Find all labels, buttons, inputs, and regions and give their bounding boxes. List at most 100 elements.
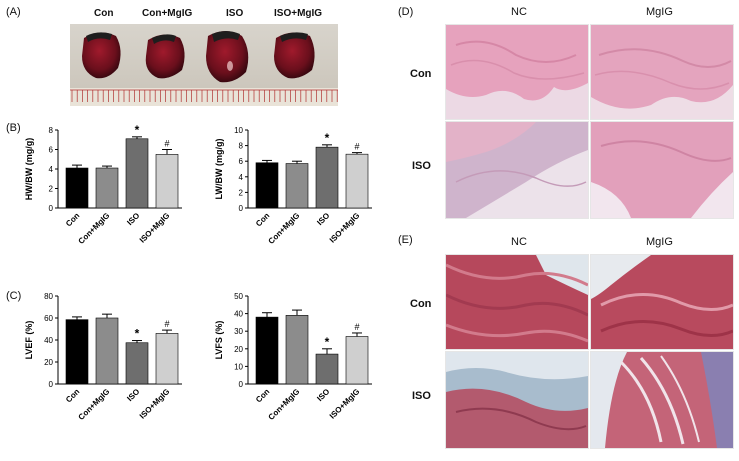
heart-iso-mgig (274, 32, 315, 79)
significance-star: * (325, 131, 330, 145)
e-col-label-nc: NC (511, 236, 527, 248)
he-tile-mgig-con (590, 24, 734, 120)
x-tick-label: ISO (125, 211, 141, 227)
y-tick-label: 0 (49, 380, 54, 389)
x-tick-label: ISO+MgIG (328, 387, 362, 421)
y-tick-label: 6 (239, 157, 244, 166)
x-tick-label: Con+MgIG (77, 387, 112, 422)
y-tick-label: 0 (239, 204, 244, 213)
x-tick-label: ISO+MgIG (138, 211, 172, 245)
y-tick-label: 4 (49, 165, 54, 174)
he-tile-mgig-iso (590, 121, 734, 219)
y-tick-label: 50 (234, 292, 243, 301)
masson-tile-mgig-con (590, 254, 734, 350)
photo-label-con-mgig: Con+MgIG (142, 8, 193, 19)
y-axis-label: LVFS (%) (214, 321, 224, 360)
x-tick-label: Con (64, 211, 81, 228)
bar-iso (315, 146, 339, 209)
y-tick-label: 20 (44, 358, 53, 367)
x-tick-label: Con+MgIG (267, 387, 302, 422)
bar-con-mgig (95, 167, 119, 209)
x-tick-label: ISO (315, 387, 331, 403)
e-row-label-iso: ISO (412, 390, 431, 402)
bar-iso (125, 138, 149, 209)
significance-star: * (135, 327, 140, 341)
heart-con (82, 32, 121, 79)
bar-con (255, 162, 279, 209)
heart-photo (70, 24, 338, 106)
heart-iso (206, 31, 249, 83)
y-tick-label: 30 (234, 327, 243, 336)
heart-con-mgig (145, 34, 185, 79)
y-tick-label: 40 (234, 310, 243, 319)
masson-tile-nc-con (445, 254, 589, 350)
e-col-label-mgig: MgIG (646, 236, 673, 248)
significance-hash: # (164, 319, 169, 329)
y-tick-label: 6 (49, 146, 54, 155)
bar-con (65, 167, 89, 209)
y-tick-label: 2 (49, 185, 54, 194)
he-tile-nc-con (445, 24, 589, 120)
bar-iso-mgig (155, 333, 179, 385)
y-tick-label: 20 (234, 345, 243, 354)
y-tick-label: 0 (49, 204, 54, 213)
significance-hash: # (354, 322, 359, 332)
bar-con-mgig (285, 163, 309, 209)
y-tick-label: 8 (49, 126, 54, 135)
significance-star: * (325, 335, 330, 349)
bar-con-mgig (285, 315, 309, 385)
photo-label-iso-mgig: ISO+MgIG (274, 8, 323, 19)
y-tick-label: 8 (239, 142, 244, 151)
panel-label-e: (E) (398, 234, 413, 246)
bar-con (65, 319, 89, 385)
bar-iso-mgig (345, 153, 369, 209)
y-tick-label: 10 (234, 126, 243, 135)
bar-iso (315, 353, 339, 385)
d-col-label-mgig: MgIG (646, 6, 673, 18)
panel-label-c: (C) (6, 290, 22, 302)
e-row-label-con: Con (410, 298, 432, 310)
panel-label-b: (B) (6, 122, 21, 134)
masson-tile-nc-iso (445, 351, 589, 449)
bar-con-mgig (95, 317, 119, 385)
photo-label-iso: ISO (226, 8, 244, 19)
y-tick-label: 10 (234, 362, 243, 371)
bar-iso (125, 342, 149, 385)
x-tick-label: ISO+MgIG (328, 211, 362, 245)
y-tick-label: 80 (44, 292, 53, 301)
bar-iso-mgig (155, 154, 179, 209)
y-axis-label: HW/BW (mg/g) (24, 138, 34, 200)
x-tick-label: Con+MgIG (77, 211, 112, 246)
x-tick-label: ISO (315, 211, 331, 227)
panel-label-a: (A) (6, 6, 21, 18)
panel-label-d: (D) (398, 6, 414, 18)
y-tick-label: 0 (239, 380, 244, 389)
x-tick-label: Con (254, 211, 271, 228)
x-tick-label: Con (64, 387, 81, 404)
significance-hash: # (354, 142, 359, 152)
y-axis-label: LW/BW (mg/g) (214, 139, 224, 200)
bar-con (255, 316, 279, 385)
x-tick-label: ISO+MgIG (138, 387, 172, 421)
d-row-label-iso: ISO (412, 160, 431, 172)
y-tick-label: 2 (239, 188, 244, 197)
masson-tile-mgig-iso (590, 351, 734, 449)
d-row-label-con: Con (410, 68, 432, 80)
x-tick-label: Con+MgIG (267, 211, 302, 246)
y-tick-label: 4 (239, 173, 244, 182)
significance-star: * (135, 123, 140, 137)
x-tick-label: ISO (125, 387, 141, 403)
y-tick-label: 40 (44, 336, 53, 345)
y-axis-label: LVEF (%) (24, 321, 34, 360)
d-col-label-nc: NC (511, 6, 527, 18)
x-tick-label: Con (254, 387, 271, 404)
significance-hash: # (164, 139, 169, 149)
y-tick-label: 60 (44, 314, 53, 323)
he-tile-nc-iso (445, 121, 589, 219)
photo-label-con: Con (94, 8, 114, 19)
bar-iso-mgig (345, 336, 369, 385)
